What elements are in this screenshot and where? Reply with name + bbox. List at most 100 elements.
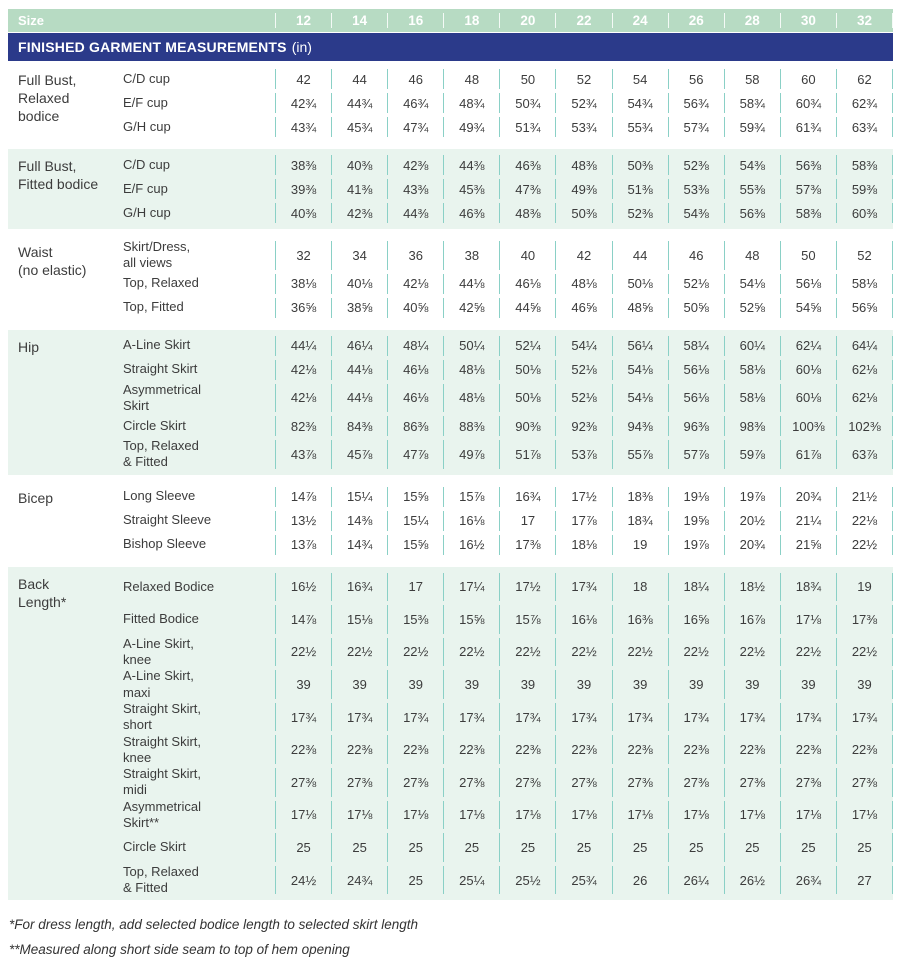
value-cell: 48⅝ <box>611 297 668 318</box>
value-cell: 17¾ <box>275 702 331 732</box>
value-cell: 45¾ <box>331 117 387 137</box>
footnote-dress-length: *For dress length, add selected bodice l… <box>9 917 418 933</box>
value-cell: 22½ <box>443 637 499 667</box>
measurement-row: Top, Relaxed 38⅛ 40⅛ 42⅛ 44⅛ 46⅛ 48⅛ 50⅛ 52⅛ 54⅛ 5… <box>123 272 894 296</box>
value-cell: 54 <box>611 69 668 89</box>
value-cell: 17⅛ <box>387 800 443 830</box>
footnotes: *For dress length, add selected bodice l… <box>9 913 893 963</box>
value-cell: 22½ <box>667 637 724 667</box>
value-cell: 22⅜ <box>499 735 555 765</box>
value-cell: 54⅛ <box>611 359 668 380</box>
measurement-row: C/D cup 38⅜ 40⅜ 42⅜ 44⅜ 46⅜ 48⅜ 50⅜ 52⅜ 54⅜ 56⅜ 58⅜ <box>123 153 894 177</box>
value-cell: 17⅜ <box>499 534 555 555</box>
value-cell: 92⅜ <box>555 416 611 436</box>
value-cell: 48¾ <box>443 93 499 113</box>
value-cell: 48⅜ <box>555 155 611 175</box>
value-cell: 16¾ <box>331 572 387 602</box>
value-cell: 26¼ <box>667 865 724 895</box>
value-cell: 18¼ <box>667 572 724 602</box>
value-cell: 22⅜ <box>331 735 387 765</box>
value-cell: 22⅜ <box>779 735 836 765</box>
value-cell: 42⅛ <box>275 359 331 380</box>
row-label: C/D cup <box>123 156 170 172</box>
value-cell: 17⅛ <box>275 800 331 830</box>
row-label: Long Sleeve <box>123 488 196 504</box>
value-cell: 17⅜ <box>835 605 894 634</box>
value-cell: 17¾ <box>331 702 387 732</box>
measurement-row: Top, Fitted 36⅝ 38⅝ 40⅝ 42⅝ 44⅝ 46⅝ 48⅝ 50⅝ 52⅝ 54… <box>123 296 894 320</box>
measurement-section: Bicep Long Sleeve 14⅞ 15¼ 15⅝ 15⅞ 16¾ 17½ 18⅜ 19⅛… <box>8 481 894 561</box>
value-cell: 60⅜ <box>835 203 894 223</box>
value-cell: 22⅜ <box>835 735 894 765</box>
value-cell: 60¼ <box>723 335 780 356</box>
row-label: A-Line Skirt <box>123 337 191 353</box>
value-cell: 54¼ <box>555 335 611 356</box>
value-cell: 46⅛ <box>499 273 555 294</box>
value-cell: 25 <box>387 833 443 862</box>
section-rows: C/D cup 38⅜ 40⅜ 42⅜ 44⅜ 46⅜ 48⅜ 50⅜ 52⅜ 54⅜ 56⅜ 58⅜… <box>123 153 894 225</box>
value-cell: 16⅛ <box>555 605 611 634</box>
value-cell: 17⅛ <box>611 800 668 830</box>
group-label: Full Bust, Relaxed bodice <box>18 72 77 125</box>
value-cell: 58⅜ <box>835 155 894 175</box>
row-label: Asymmetrical Skirt** <box>123 798 202 830</box>
value-cell: 15⅜ <box>387 605 443 634</box>
row-label: Straight Skirt, midi <box>123 766 202 798</box>
value-cell: 27⅜ <box>555 768 611 797</box>
value-cell: 56⅝ <box>835 297 894 318</box>
value-cell: 39⅜ <box>275 179 331 199</box>
value-cell: 94⅜ <box>611 416 668 436</box>
value-cell: 48⅛ <box>443 359 499 380</box>
value-cell: 56 <box>667 69 724 89</box>
size-header-cell: 12 <box>275 13 331 28</box>
value-cell: 59⅞ <box>723 440 780 469</box>
value-cell: 52 <box>835 241 894 270</box>
measurement-row: A-Line Skirt, maxi 39 39 39 39 39 39 39 39 39 39 39 <box>123 668 894 701</box>
value-cell: 39 <box>779 670 836 699</box>
value-cell: 18⅛ <box>555 534 611 555</box>
group-label: Bicep <box>18 489 54 506</box>
value-cell: 40⅜ <box>331 155 387 175</box>
value-cell: 17 <box>499 510 555 531</box>
value-cell: 46¼ <box>331 335 387 356</box>
value-cell: 42⅜ <box>331 203 387 223</box>
row-label: Top, Relaxed & Fitted <box>123 438 199 470</box>
value-cell: 50 <box>779 241 836 270</box>
value-cell: 39 <box>387 670 443 699</box>
value-cell: 17⅛ <box>779 800 836 830</box>
value-cell: 57⅜ <box>779 179 836 199</box>
value-cell: 51⅞ <box>499 440 555 469</box>
value-cell: 16½ <box>443 534 499 555</box>
measurement-row: A-Line Skirt 44¼ 46¼ 48¼ 50¼ 52¼ 54¼ 56¼ 58¼ 60¼ 6… <box>123 334 894 358</box>
value-cell: 50⅝ <box>667 297 724 318</box>
value-cell: 55⅞ <box>611 440 668 469</box>
value-cell: 13⅞ <box>275 534 331 555</box>
value-cell: 42¾ <box>275 93 331 113</box>
row-label: Straight Sleeve <box>123 512 212 528</box>
value-cell: 16⅜ <box>611 605 668 634</box>
row-label: Circle Skirt <box>123 839 186 855</box>
size-header-cell: 26 <box>667 13 724 28</box>
value-cell: 50 <box>499 69 555 89</box>
value-cell: 26 <box>611 865 668 895</box>
size-header-cell: 28 <box>723 13 780 28</box>
row-label: Skirt/Dress, all views <box>123 239 191 271</box>
value-cell: 17½ <box>555 486 611 507</box>
row-label: Circle Skirt <box>123 417 186 433</box>
value-cell: 39 <box>723 670 780 699</box>
value-cell: 44⅛ <box>443 273 499 294</box>
value-cell: 54¾ <box>611 93 668 113</box>
value-cell: 98⅜ <box>723 416 780 436</box>
value-cell: 20¾ <box>723 534 780 555</box>
value-cell: 24¾ <box>331 865 387 895</box>
value-cell: 50⅛ <box>499 383 555 412</box>
value-cell: 58⅜ <box>779 203 836 223</box>
section-rows: Skirt/Dress, all views 32 34 36 38 40 42 44 46 48… <box>123 239 894 320</box>
value-cell: 62¾ <box>835 93 894 113</box>
value-cell: 47¾ <box>387 117 443 137</box>
row-label: Top, Relaxed <box>123 275 199 291</box>
value-cell: 53⅜ <box>667 179 724 199</box>
value-cell: 17⅛ <box>443 800 499 830</box>
value-cell: 56¼ <box>611 335 668 356</box>
measurement-row: Relaxed Bodice 16½ 16¾ 17 17¼ 17½ 17¾ 18 18¼ 18½ 1… <box>123 571 894 604</box>
